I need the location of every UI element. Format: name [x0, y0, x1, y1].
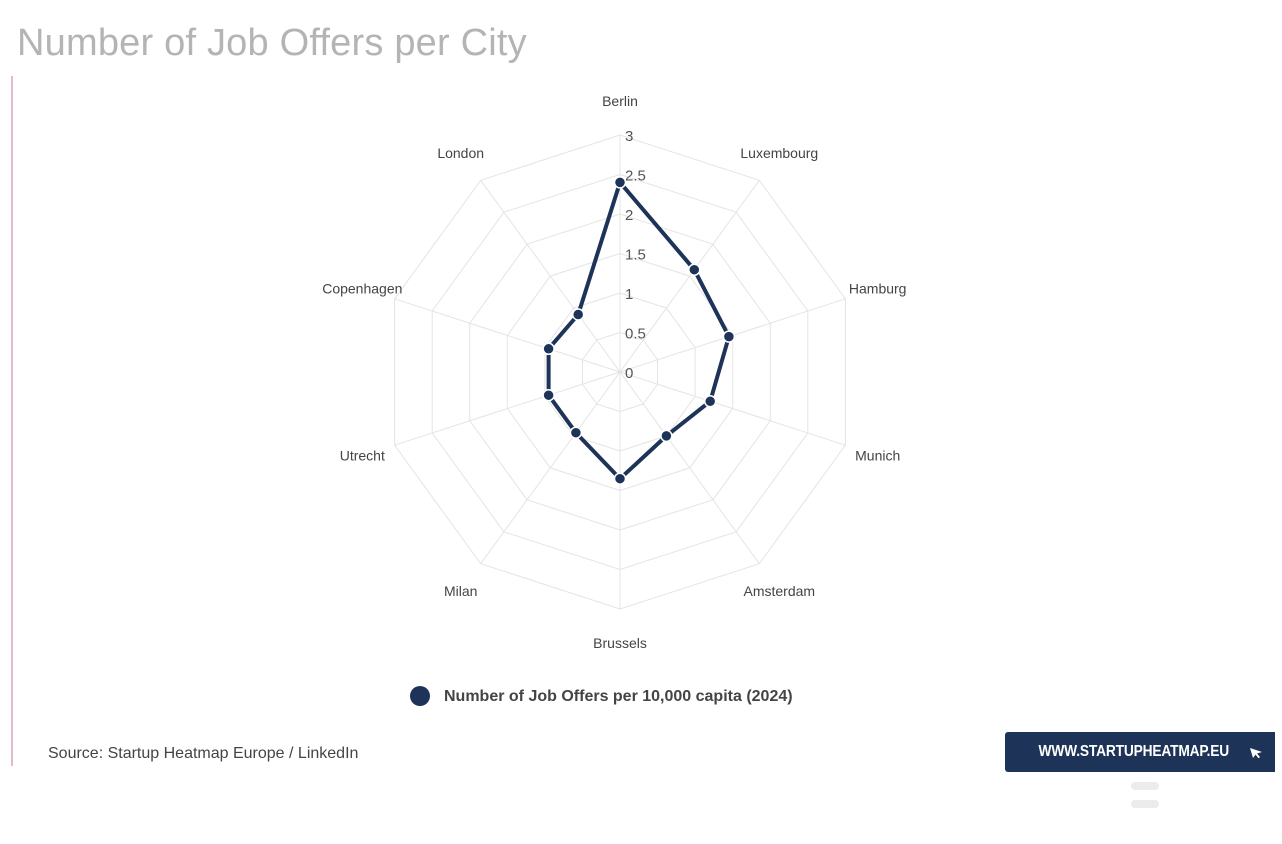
data-point[interactable] [688, 263, 701, 276]
tick-label: 2 [625, 207, 633, 224]
category-label: Luxembourg [740, 145, 818, 161]
menu-icon-bar [1131, 782, 1159, 790]
accent-divider [11, 76, 13, 766]
axis-spoke [619, 371, 846, 446]
series-group [542, 176, 736, 485]
radar-axes [394, 135, 846, 609]
data-point[interactable] [542, 342, 555, 356]
category-label: Berlin [602, 93, 638, 109]
menu-icon[interactable] [1131, 782, 1159, 810]
source-note: Source: Startup Heatmap Europe / LinkedI… [48, 745, 359, 762]
category-label: Copenhagen [322, 280, 402, 296]
category-label: Hamburg [849, 280, 907, 296]
tick-label: 1 [625, 286, 633, 303]
tick-label: 2.5 [625, 168, 646, 185]
data-point[interactable] [703, 395, 717, 408]
category-labels: Berlin Luxembourg Hamburg Munich Amsterdam Br… [322, 93, 906, 651]
axis-spoke [394, 371, 621, 446]
data-point[interactable] [613, 176, 627, 189]
website-badge-label: WWW.STARTUPHEATMAP.EU [1038, 743, 1230, 760]
data-point[interactable] [722, 330, 736, 343]
legend-label: Number of Job Offers per 10,000 capita (… [444, 688, 793, 705]
data-point[interactable] [613, 472, 627, 485]
category-label: Brussels [593, 635, 647, 651]
chart-title: Number of Job Offers per City [17, 22, 527, 64]
data-point[interactable] [569, 426, 583, 439]
data-point[interactable] [542, 388, 555, 402]
axis-spoke [394, 298, 621, 373]
category-label: Munich [855, 448, 900, 464]
axis-spoke [480, 371, 621, 564]
legend[interactable]: Number of Job Offers per 10,000 capita (… [410, 686, 793, 706]
data-point[interactable] [660, 429, 673, 443]
menu-icon-bar [1131, 800, 1159, 808]
category-label: Milan [444, 583, 477, 599]
legend-marker [410, 686, 430, 706]
category-label: Utrecht [340, 448, 385, 464]
data-point[interactable] [571, 308, 585, 321]
tick-label: 1.5 [625, 247, 646, 264]
category-label: London [437, 145, 484, 161]
axis-spoke [619, 180, 760, 373]
tick-label: 0.5 [625, 326, 646, 343]
axis-spoke [480, 180, 621, 373]
tick-label: 0 [625, 365, 633, 382]
tick-label: 3 [625, 128, 633, 145]
category-label: Amsterdam [744, 583, 816, 599]
website-badge[interactable]: WWW.STARTUPHEATMAP.EU [1005, 732, 1275, 772]
cursor-icon [1249, 748, 1262, 759]
radial-tick-labels: 0 0.5 1 1.5 2 2.5 3 [625, 128, 646, 382]
axis-spoke [619, 371, 760, 564]
